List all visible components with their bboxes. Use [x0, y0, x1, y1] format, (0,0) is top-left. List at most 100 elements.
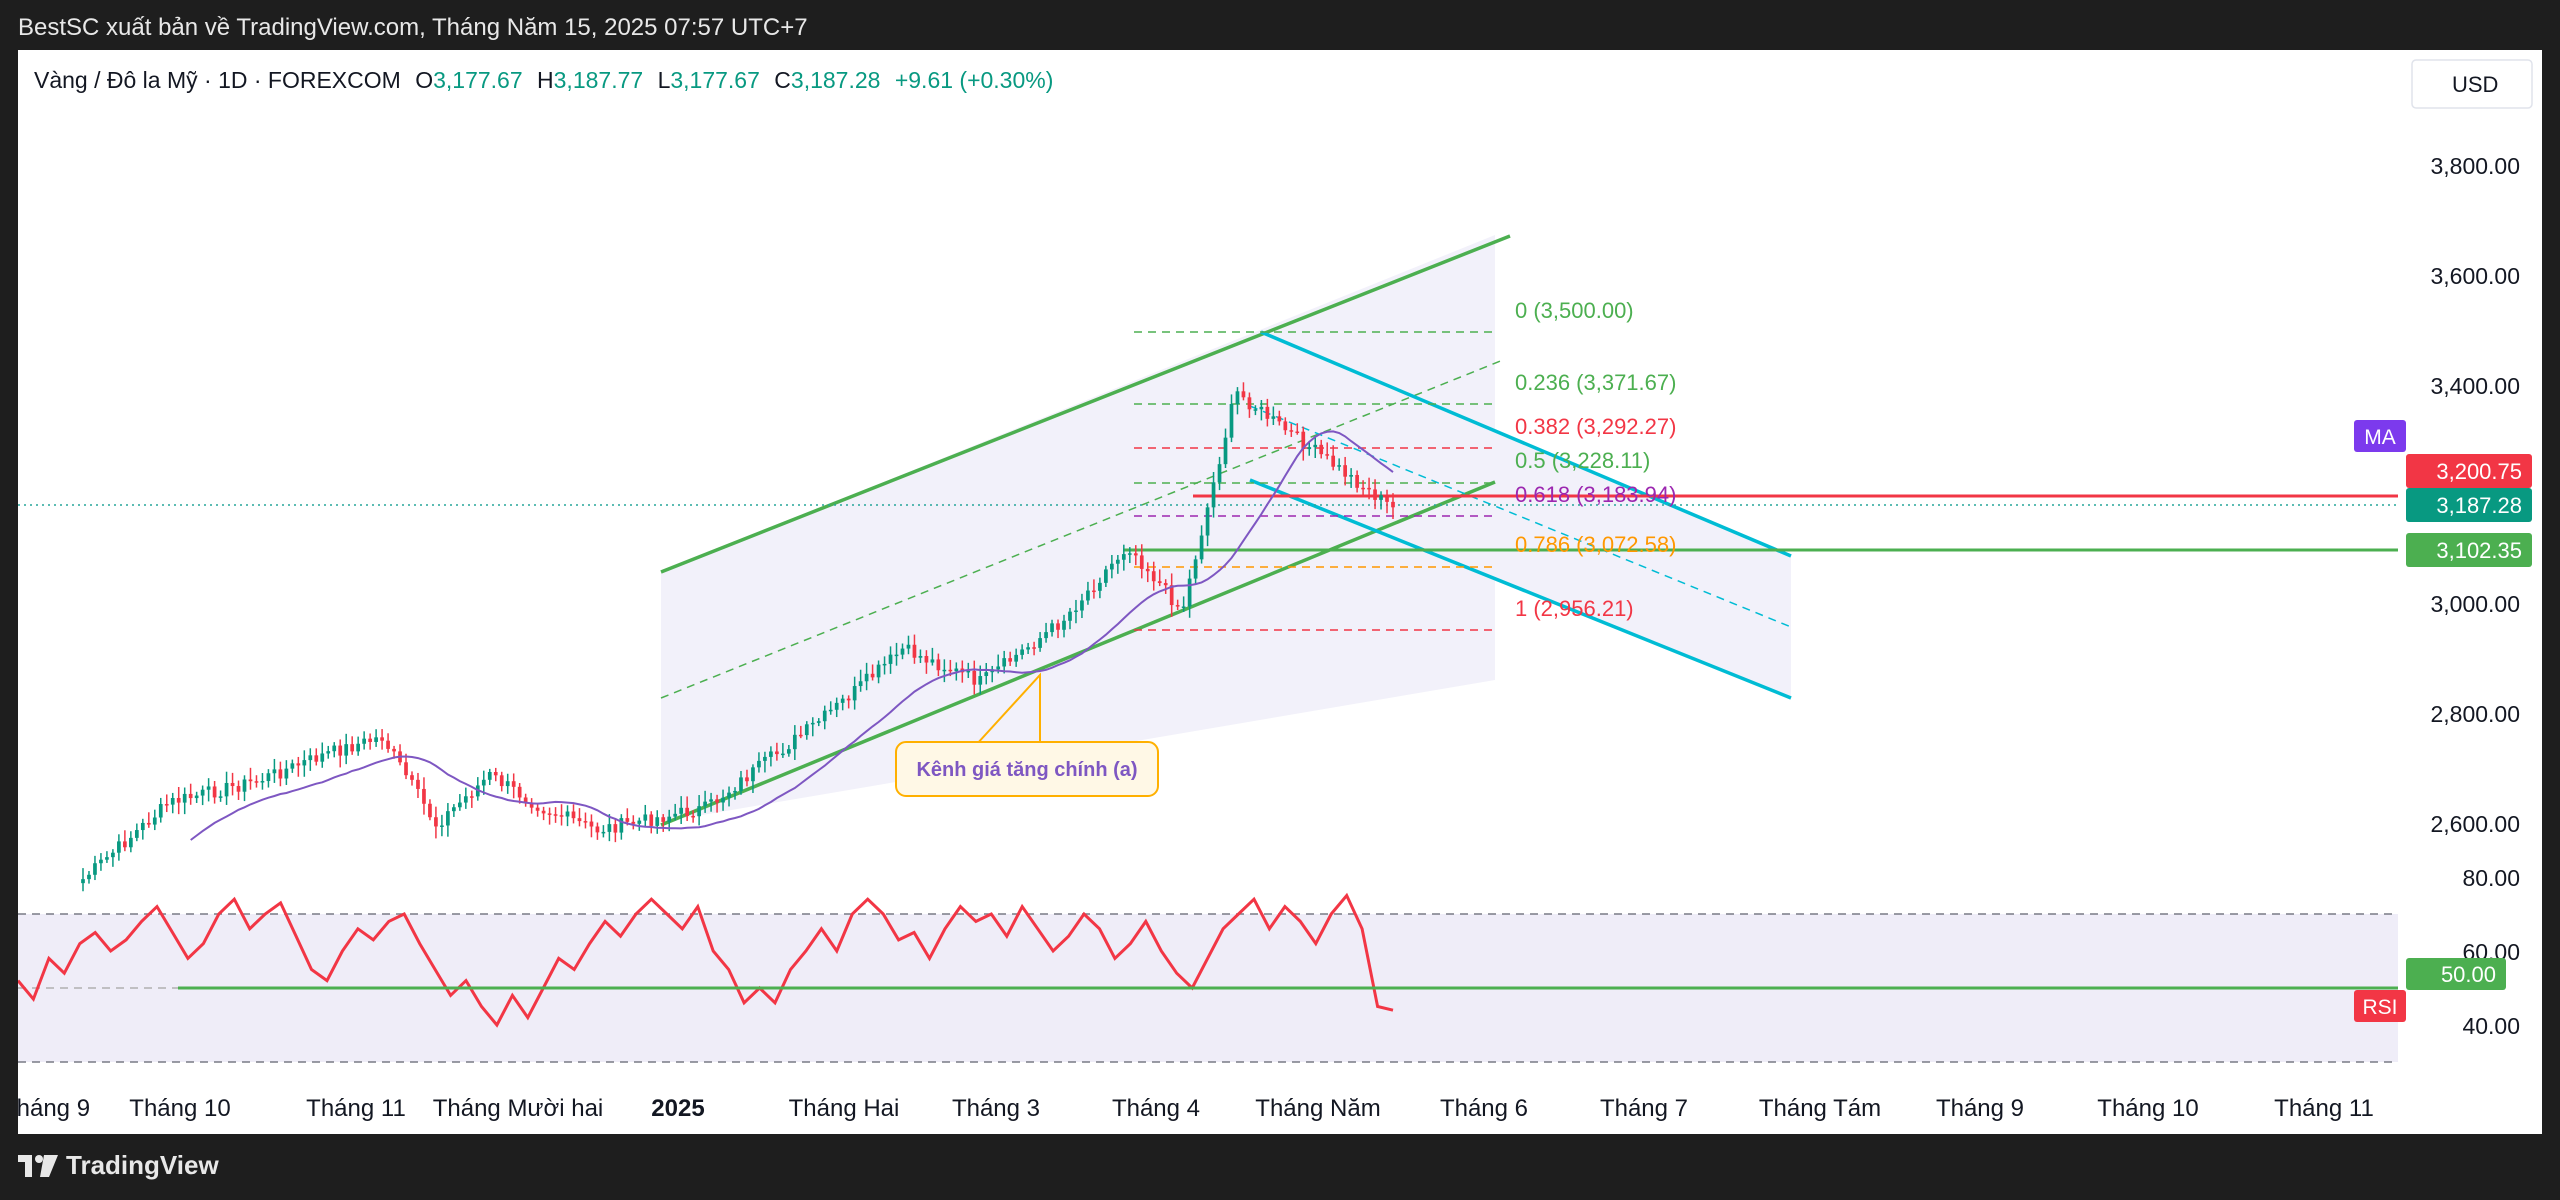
- candle: [272, 769, 277, 774]
- symbol-name: Vàng / Đô la Mỹ · 1D · FOREXCOM: [34, 67, 401, 93]
- chart-area[interactable]: 0 (3,500.00) 0.236 (3,371.67) 0.382 (3,2…: [2, 50, 2542, 1134]
- candle: [631, 821, 636, 824]
- candle: [224, 782, 229, 797]
- candle: [942, 669, 947, 672]
- ma-badge[interactable]: [2354, 420, 2406, 452]
- candle: [1361, 487, 1365, 490]
- candle: [816, 721, 821, 723]
- candle: [1253, 409, 1258, 411]
- candle: [828, 709, 833, 712]
- candle: [1223, 437, 1228, 465]
- open-value: 3,177.67: [433, 67, 523, 93]
- candle: [727, 792, 731, 798]
- price-badge-resistance-label: 3,200.75: [2436, 459, 2522, 484]
- candle: [1026, 647, 1030, 650]
- candle: [1277, 416, 1282, 422]
- candle: [128, 837, 133, 848]
- candle: [146, 822, 151, 825]
- candle: [1175, 605, 1180, 607]
- candle: [1289, 430, 1294, 432]
- rsi-level-badge-label: 50.00: [2441, 962, 2496, 987]
- price-badge-support-label: 3,102.35: [2436, 538, 2522, 563]
- candle: [320, 753, 325, 762]
- low-value: 3,177.67: [670, 67, 760, 93]
- time-axis[interactable]: Tháng 9 Tháng 10 Tháng 11 Tháng Mười hai…: [2, 1095, 2374, 1122]
- candle: [111, 852, 115, 858]
- rsi-badge-label: RSI: [2362, 996, 2397, 1019]
- time-tick: Tháng 6: [1440, 1095, 1528, 1122]
- candle: [260, 781, 265, 783]
- candle: [577, 818, 582, 822]
- fib-label: 0.786 (3,072.58): [1515, 532, 1676, 557]
- candle: [709, 799, 713, 802]
- chart-svg[interactable]: 0 (3,500.00) 0.236 (3,371.67) 0.382 (3,2…: [2, 50, 2542, 1134]
- candle: [948, 669, 953, 672]
- candle: [1110, 563, 1114, 570]
- candle: [99, 859, 103, 864]
- candle: [511, 781, 516, 787]
- candle: [1187, 578, 1192, 607]
- candle: [1283, 421, 1288, 431]
- price-badge-support: [2406, 533, 2532, 567]
- candle: [188, 793, 193, 799]
- candle: [954, 668, 959, 672]
- candle: [786, 749, 791, 754]
- candle: [870, 673, 875, 678]
- candle: [1349, 474, 1353, 477]
- close-value: 3,187.28: [791, 67, 881, 93]
- candle: [452, 807, 456, 812]
- candle: [553, 814, 558, 816]
- price-axis[interactable]: 3,800.00 3,600.00 3,400.00 3,000.00 2,80…: [2430, 153, 2520, 1039]
- candle: [1032, 647, 1036, 649]
- time-tick: Tháng Hai: [789, 1095, 900, 1122]
- candle: [655, 817, 660, 826]
- candle: [350, 744, 355, 752]
- candle: [93, 863, 97, 875]
- candle: [1211, 482, 1216, 508]
- candle: [140, 822, 145, 831]
- fib-label: 0.382 (3,292.27): [1515, 414, 1676, 439]
- candle: [1127, 553, 1132, 555]
- publisher-bar: BestSC xuất bản về TradingView.com, Thán…: [0, 0, 2560, 50]
- candle: [242, 779, 247, 792]
- time-tick: Tháng 7: [1600, 1095, 1688, 1122]
- candle: [852, 686, 857, 701]
- candle: [625, 818, 630, 822]
- rsi-line: [16, 892, 1394, 1028]
- candle: [463, 796, 468, 803]
- candle: [697, 806, 701, 817]
- footer: TradingView: [0, 1134, 2560, 1200]
- time-tick: Tháng 11: [2274, 1095, 2374, 1122]
- candle: [176, 797, 181, 803]
- candle: [368, 738, 372, 742]
- candle: [1139, 555, 1144, 569]
- rsi-badge[interactable]: [2354, 990, 2406, 1022]
- annotation-box[interactable]: [895, 741, 1159, 797]
- candle: [123, 841, 127, 848]
- candle: [1325, 454, 1330, 456]
- close-label: C: [774, 67, 791, 93]
- candle: [1241, 391, 1246, 398]
- candle: [1080, 600, 1084, 611]
- rsi-tick: 80.00: [2462, 865, 2520, 891]
- candle: [1331, 455, 1336, 467]
- up-channel-upper-line: [660, 234, 1511, 574]
- candle: [912, 644, 917, 658]
- candle: [583, 821, 588, 823]
- currency-button[interactable]: [2411, 59, 2533, 109]
- candle: [404, 762, 408, 776]
- fib-label: 0.5 (3,228.11): [1515, 448, 1650, 473]
- down-channel-lower-line: [1249, 478, 1792, 700]
- candle: [972, 670, 977, 685]
- low-label: L: [658, 67, 671, 93]
- candle: [338, 745, 343, 756]
- candle: [284, 768, 289, 779]
- tradingview-logo[interactable]: TradingView: [18, 1150, 219, 1181]
- candle: [1367, 487, 1371, 490]
- candle: [559, 815, 564, 817]
- candle: [936, 659, 941, 671]
- candle: [834, 702, 839, 710]
- candle: [1337, 465, 1342, 467]
- candle: [457, 802, 462, 808]
- ma-line: [190, 430, 1394, 841]
